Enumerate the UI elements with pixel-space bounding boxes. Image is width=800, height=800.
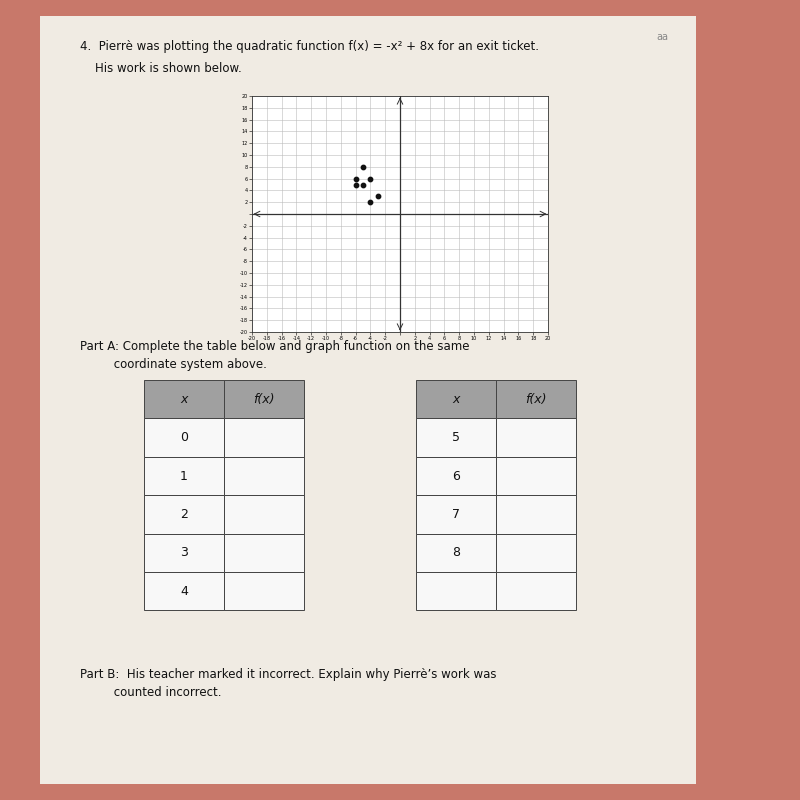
Text: 3: 3 [180,546,188,559]
Text: Part B:  His teacher marked it incorrect. Explain why Pierrè’s work was: Part B: His teacher marked it incorrect.… [80,668,497,681]
Text: 8: 8 [452,546,460,559]
Point [364,172,377,185]
Text: x: x [180,393,188,406]
Text: Part A: Complete the table below and graph function on the same: Part A: Complete the table below and gra… [80,340,470,353]
Point [350,178,362,191]
Text: counted incorrect.: counted incorrect. [80,686,222,699]
Text: 4.  Pierrè was plotting the quadratic function f(x) = -x² + 8x for an exit ticke: 4. Pierrè was plotting the quadratic fun… [80,40,539,53]
Point [357,178,370,191]
Point [357,160,370,174]
Text: f(x): f(x) [254,393,274,406]
Text: 1: 1 [180,470,188,482]
Point [364,196,377,209]
Text: 0: 0 [180,431,188,444]
Point [350,172,362,185]
Text: x: x [452,393,460,406]
Text: f(x): f(x) [526,393,546,406]
Text: aa: aa [656,32,668,42]
Text: 5: 5 [452,431,460,444]
Point [371,190,384,202]
Text: His work is shown below.: His work is shown below. [80,62,242,74]
Text: 4: 4 [180,585,188,598]
Text: 7: 7 [452,508,460,521]
Text: 6: 6 [452,470,460,482]
Text: 2: 2 [180,508,188,521]
Text: coordinate system above.: coordinate system above. [80,358,267,370]
